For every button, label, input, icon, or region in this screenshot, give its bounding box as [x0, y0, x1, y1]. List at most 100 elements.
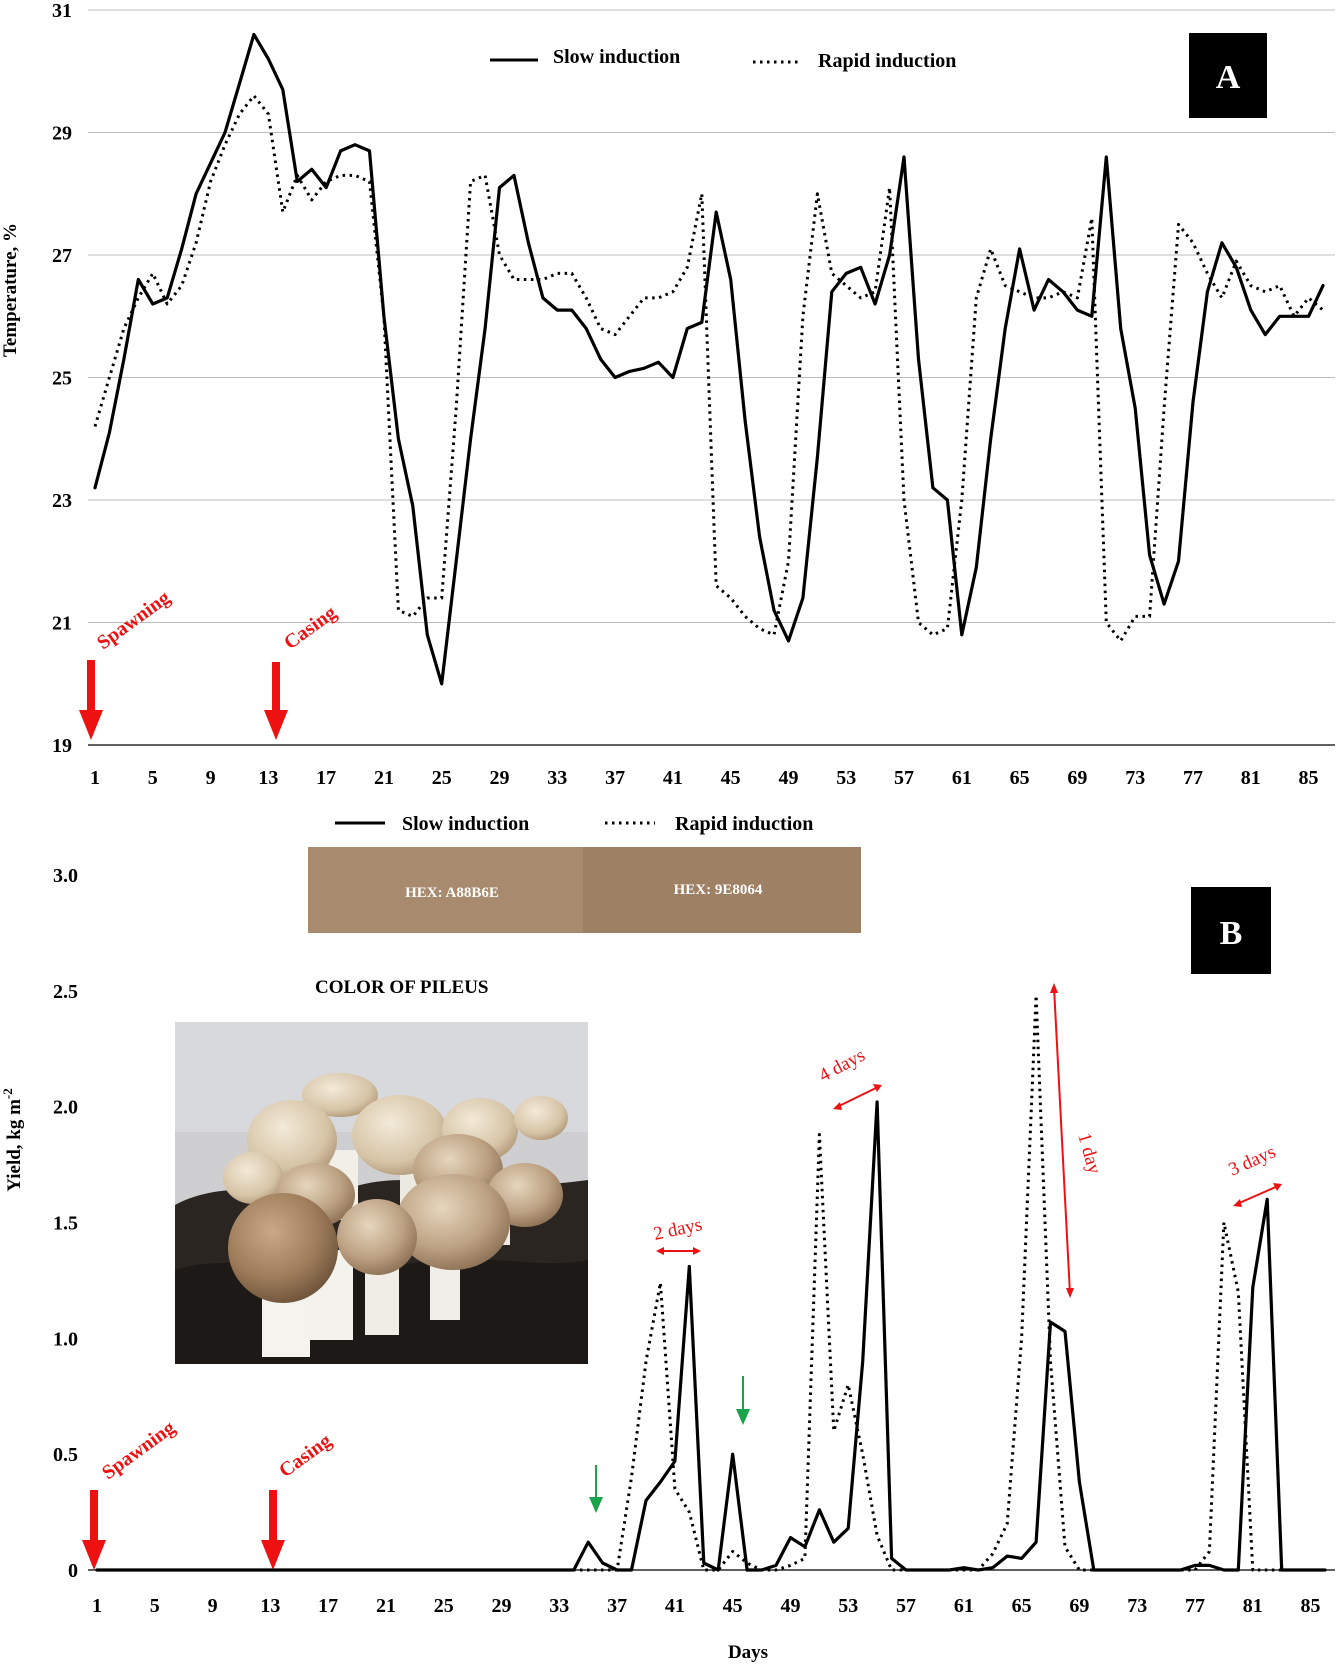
- panel-a-x-tick-labels: 1 5 9 13 17 21 25 29 33 37 41 45 49 53 57 61 65 69 73 77 81 8…: [90, 767, 1319, 789]
- panel-a-y-tick-label: 23: [52, 490, 72, 512]
- panel-a-spawning-marker: Spawning: [79, 587, 174, 740]
- panel-a-gridlines: [88, 9, 1335, 623]
- panel-b-x-tick-label: 37: [607, 1595, 627, 1617]
- panel-b-y-axis-label: Yield, kg m-2: [0, 1088, 25, 1192]
- panel-b-x-tick-label: 73: [1127, 1595, 1147, 1617]
- panel-b-series: [95, 994, 1327, 1572]
- panel-b-series-line-slow: [95, 1100, 1327, 1572]
- panel-b-x-tick-label: 77: [1185, 1595, 1205, 1617]
- legend-label-rapid: Rapid induction: [818, 50, 956, 72]
- panel-a-y-tick-label: 25: [52, 368, 72, 390]
- pileus-color-swatches: HEX: A88B6E HEX: 9E8064: [308, 847, 861, 933]
- panel-a-x-tick-label: 21: [374, 767, 394, 789]
- panel-b-x-tick-label: 81: [1243, 1595, 1263, 1617]
- gap-label-3-days: 3 days: [1225, 1141, 1278, 1180]
- panel-a-x-tick-label: 41: [663, 767, 683, 789]
- mushroom-photo: [175, 1022, 588, 1364]
- panel-a-x-tick-label: 29: [490, 767, 510, 789]
- panel-a-series: [93, 32, 1325, 686]
- panel-b-legend: Slow induction Rapid induction: [335, 813, 813, 835]
- panel-b-spawning-label: Spawning: [98, 1417, 179, 1484]
- swatch-a88b6e: [308, 847, 583, 933]
- panel-b-x-tick-label: 13: [260, 1595, 280, 1617]
- panel-b-x-tick-label: 33: [549, 1595, 569, 1617]
- legend-label-rapid-b: Rapid induction: [675, 813, 813, 835]
- panel-a-x-tick-label: 1: [90, 767, 100, 789]
- panel-b-letter: B: [1220, 915, 1243, 952]
- panel-b-x-tick-label: 85: [1301, 1595, 1321, 1617]
- panel-a-series-line-slow: [93, 32, 1325, 686]
- panel-b-x-tick-label: 5: [150, 1595, 160, 1617]
- panel-a-y-tick-label: 21: [52, 613, 72, 635]
- swatch-a88b6e-label: HEX: A88B6E: [405, 885, 499, 901]
- panel-b-y-axis-label-sup: -2: [0, 1088, 15, 1099]
- panel-a-x-tick-label: 61: [952, 767, 972, 789]
- panel-a-x-tick-label: 5: [148, 767, 158, 789]
- panel-b-y-tick-label: 0.5: [53, 1444, 78, 1466]
- panel-a-x-tick-label: 57: [894, 767, 914, 789]
- panel-b-x-tick-label: 29: [492, 1595, 512, 1617]
- swatch-9e8064-label: HEX: 9E8064: [674, 882, 763, 898]
- panel-b-y-axis-label-text: Yield, kg m: [4, 1099, 25, 1192]
- panel-b-y-tick-label: 3.0: [53, 865, 78, 887]
- panel-a-x-tick-label: 53: [836, 767, 856, 789]
- panel-a-x-tick-label: 25: [432, 767, 452, 789]
- panel-a-spawning-label: Spawning: [93, 587, 174, 654]
- panel-a-x-tick-label: 33: [547, 767, 567, 789]
- gap-annotation-3-days: 3 days: [1225, 1141, 1282, 1207]
- green-arrow-2: [736, 1376, 750, 1425]
- panel-a-x-tick-label: 65: [1010, 767, 1030, 789]
- panel-b-casing-label: Casing: [275, 1430, 336, 1482]
- panel-b-y-tick-label: 0: [68, 1560, 78, 1582]
- panel-a-x-tick-label: 17: [316, 767, 336, 789]
- panel-a-y-axis-label: Temperature, %: [0, 223, 21, 357]
- panel-a-x-tick-label: 85: [1299, 767, 1319, 789]
- pileus-color-title: COLOR OF PILEUS: [315, 977, 489, 998]
- panel-b-letter-badge: B: [1191, 887, 1271, 974]
- panel-a-x-tick-label: 73: [1125, 767, 1145, 789]
- panel-a-temperature-chart: 19 21 23 25 27 29 31 1 5 9 13 17 21 25 29 33 37 41 45 49 53…: [0, 0, 1335, 789]
- gap-label-2-days: 2 days: [652, 1214, 704, 1245]
- panel-a-x-tick-label: 49: [778, 767, 798, 789]
- panel-a-series-line-rapid: [93, 94, 1324, 643]
- gap-label-4-days: 4 days: [815, 1045, 868, 1087]
- panel-a-x-tick-label: 81: [1241, 767, 1261, 789]
- panel-b-x-tick-label: 69: [1069, 1595, 1089, 1617]
- green-arrow-1: [589, 1465, 603, 1513]
- panel-b-y-tick-label: 1.5: [53, 1213, 78, 1235]
- panel-a-x-tick-label: 37: [605, 767, 625, 789]
- panel-b-x-tick-label: 41: [665, 1595, 685, 1617]
- svg-text:Yield, kg m-2: Yield, kg m-2: [0, 1088, 25, 1192]
- panel-a-x-tick-label: 77: [1183, 767, 1203, 789]
- panel-b-x-tick-label: 1: [92, 1595, 102, 1617]
- panel-a-y-tick-label: 19: [52, 735, 72, 757]
- panel-b-x-tick-labels: 1 5 9 13 17 21 25 29 33 37 41 45 49 53 57 61 65 69 73 77 81 8…: [92, 1595, 1321, 1617]
- panel-b-x-tick-label: 21: [376, 1595, 396, 1617]
- panel-a-x-tick-label: 69: [1067, 767, 1087, 789]
- gap-annotation-4-days: 4 days: [815, 1045, 882, 1110]
- panel-a-x-tick-label: 13: [258, 767, 278, 789]
- panel-a-letter: A: [1216, 59, 1241, 96]
- panel-b-y-tick-labels: 0 0.5 1.0 1.5 2.0 2.5 3.0: [53, 865, 78, 1582]
- panel-a-legend: Slow induction Rapid induction: [490, 46, 956, 72]
- panel-b-casing-marker: Casing: [261, 1430, 336, 1570]
- panel-b-y-tick-label: 2.0: [53, 1097, 78, 1119]
- legend-label-slow: Slow induction: [553, 46, 680, 68]
- panel-b-x-tick-label: 53: [838, 1595, 858, 1617]
- panel-a-x-tick-label: 9: [206, 767, 216, 789]
- panel-a-casing-label: Casing: [280, 602, 341, 654]
- panel-a-letter-badge: A: [1189, 33, 1267, 118]
- legend-label-slow-b: Slow induction: [402, 813, 529, 835]
- panel-b-y-tick-label: 2.5: [53, 981, 78, 1003]
- panel-b-x-tick-label: 65: [1012, 1595, 1032, 1617]
- panel-a-y-tick-label: 31: [52, 0, 72, 22]
- panel-a-x-tick-label: 45: [721, 767, 741, 789]
- panel-b-x-tick-label: 57: [896, 1595, 916, 1617]
- panel-a-y-tick-label: 29: [52, 123, 72, 145]
- panel-a-y-tick-label: 27: [52, 245, 72, 267]
- panel-b-x-tick-label: 61: [954, 1595, 974, 1617]
- panel-a-y-tick-labels: 19 21 23 25 27 29 31: [52, 0, 72, 757]
- gap-annotation-1-day: 1 day: [1050, 983, 1105, 1298]
- panel-b-x-tick-label: 45: [723, 1595, 743, 1617]
- panel-b-x-tick-label: 49: [780, 1595, 800, 1617]
